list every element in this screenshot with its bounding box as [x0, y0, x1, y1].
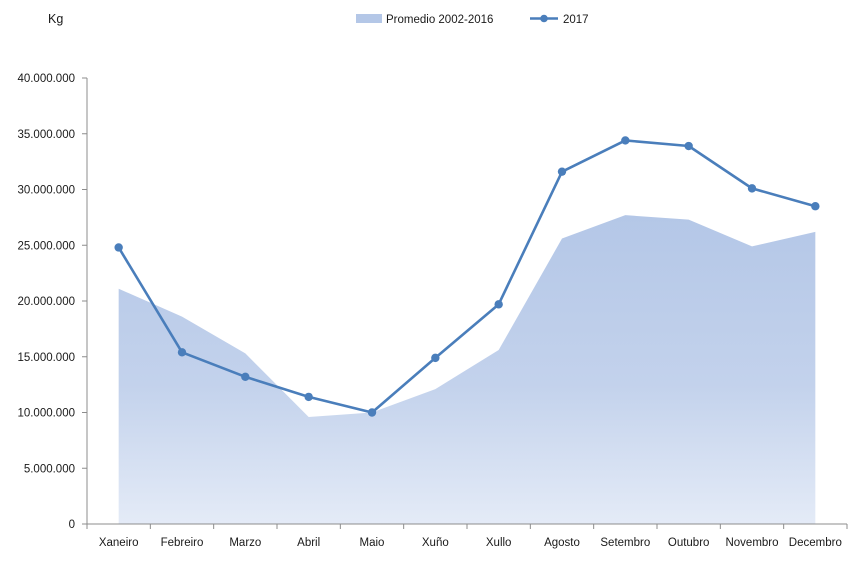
series-2017-point	[747, 184, 757, 193]
x-tick-label: Agosto	[544, 537, 580, 549]
series-2017-point	[494, 300, 503, 309]
x-tick-label: Maio	[360, 537, 385, 549]
y-tick-label: 10.000.000	[17, 408, 75, 420]
series-2017-point	[304, 392, 313, 402]
legend: Promedio 2002-2016 2017	[356, 14, 589, 26]
series-2017-point	[811, 202, 820, 211]
series-2017-point	[621, 136, 630, 145]
y-tick-label: 15.000.000	[17, 352, 75, 364]
y-tick-labels: 0 5.000.000 10.000.000 15.000.000 20.000.000…	[17, 73, 75, 531]
series-2017-point	[557, 167, 567, 176]
y-tick-label: 40.000.000	[17, 73, 75, 85]
series-2017-point	[177, 348, 187, 357]
y-tick-label: 30.000.000	[17, 185, 75, 197]
x-tick-label: Abril	[297, 537, 320, 549]
y-axis-unit-label: Kg	[48, 12, 63, 26]
x-tick-label: Febreiro	[161, 537, 204, 549]
axes	[82, 77, 848, 529]
legend-label-2017: 2017	[563, 14, 589, 26]
series-2017-point	[367, 408, 377, 417]
y-tick-label: 35.000.000	[17, 129, 75, 141]
x-tick-label: Novembro	[725, 537, 778, 549]
average-area-layer	[118, 215, 816, 524]
y-tick-label: 0	[69, 519, 75, 531]
x-tick-label: Xaneiro	[99, 537, 139, 549]
series-2017-point	[241, 372, 250, 382]
y-tick-label: 5.000.000	[24, 463, 75, 475]
x-tick-label: Xullo	[486, 537, 512, 549]
series-2017-point	[684, 141, 693, 151]
legend-swatch-area	[356, 14, 382, 23]
series-2017-point	[114, 243, 123, 252]
x-tick-label: Setembro	[600, 537, 650, 549]
x-tick-labels: Xaneiro Febreiro Marzo Abril Maio Xuño Xullo Ag…	[99, 537, 842, 549]
y-tick-label: 20.000.000	[17, 296, 75, 308]
x-tick-label: Marzo	[229, 537, 261, 549]
series-2017-line	[117, 139, 817, 414]
x-tick-label: Outubro	[668, 537, 710, 549]
y-tick-label: 25.000.000	[17, 240, 75, 252]
x-tick-label: Decembro	[789, 537, 842, 549]
average-area	[118, 215, 816, 524]
legend-swatch-marker	[540, 14, 548, 23]
x-tick-label: Xuño	[422, 537, 449, 549]
legend-label-average: Promedio 2002-2016	[386, 14, 493, 26]
series-2017-layer	[114, 136, 820, 417]
series-2017-point	[431, 353, 440, 363]
